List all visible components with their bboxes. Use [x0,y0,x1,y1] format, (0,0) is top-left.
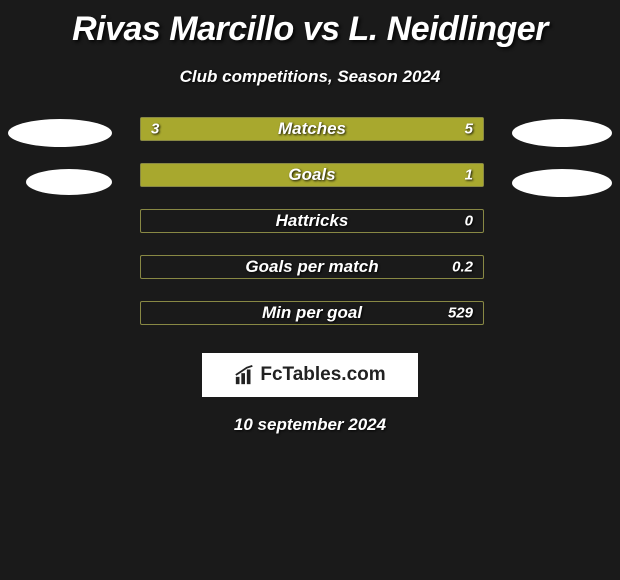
player1-flag-2 [26,169,112,195]
comparison-card: Rivas Marcillo vs L. Neidlinger Club com… [0,0,620,445]
player2-flag-1 [512,119,612,147]
player1-flag-1 [8,119,112,147]
bar-label: Goals [288,165,335,185]
bar-right-value: 0 [465,213,473,230]
brand-box[interactable]: FcTables.com [202,353,418,397]
brand-text: FcTables.com [260,364,385,386]
bar-left-fill [141,118,264,140]
stats-area: 3 Matches 5 Goals 1 Hattricks 0 Goals per match… [0,117,620,325]
footer: FcTables.com 10 september 2024 [0,353,620,435]
player2-flag-2 [512,169,612,197]
subtitle: Club competitions, Season 2024 [0,67,620,87]
stats-bars: 3 Matches 5 Goals 1 Hattricks 0 Goals per match… [140,117,484,325]
bar-left-value: 3 [151,121,159,138]
bar-label: Matches [278,119,346,139]
page-title: Rivas Marcillo vs L. Neidlinger [0,10,620,49]
bar-right-value: 1 [465,167,473,184]
bar-label: Goals per match [245,257,378,277]
bar-right-value: 529 [448,305,473,322]
stat-bar: Min per goal 529 [140,301,484,325]
bar-label: Min per goal [262,303,362,323]
bar-right-value: 0.2 [452,259,473,276]
stat-bar: Hattricks 0 [140,209,484,233]
date-text: 10 september 2024 [234,415,386,435]
bar-label: Hattricks [276,211,349,231]
chart-icon [234,364,256,386]
stat-bar: Goals per match 0.2 [140,255,484,279]
right-flags [512,117,612,197]
left-flags [8,117,112,195]
stat-bar: Goals 1 [140,163,484,187]
bar-right-value: 5 [465,121,473,138]
stat-bar: 3 Matches 5 [140,117,484,141]
